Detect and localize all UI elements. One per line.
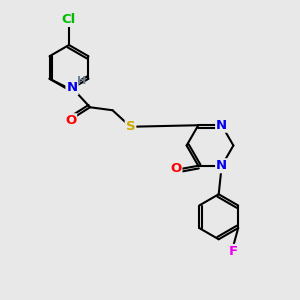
Text: S: S <box>126 120 135 133</box>
Text: F: F <box>229 245 238 258</box>
Text: N: N <box>216 159 227 172</box>
Text: N: N <box>216 119 227 132</box>
Text: H: H <box>77 76 86 86</box>
Text: N: N <box>67 81 78 94</box>
Text: Cl: Cl <box>62 13 76 26</box>
Text: O: O <box>65 114 76 127</box>
Text: O: O <box>170 162 182 175</box>
